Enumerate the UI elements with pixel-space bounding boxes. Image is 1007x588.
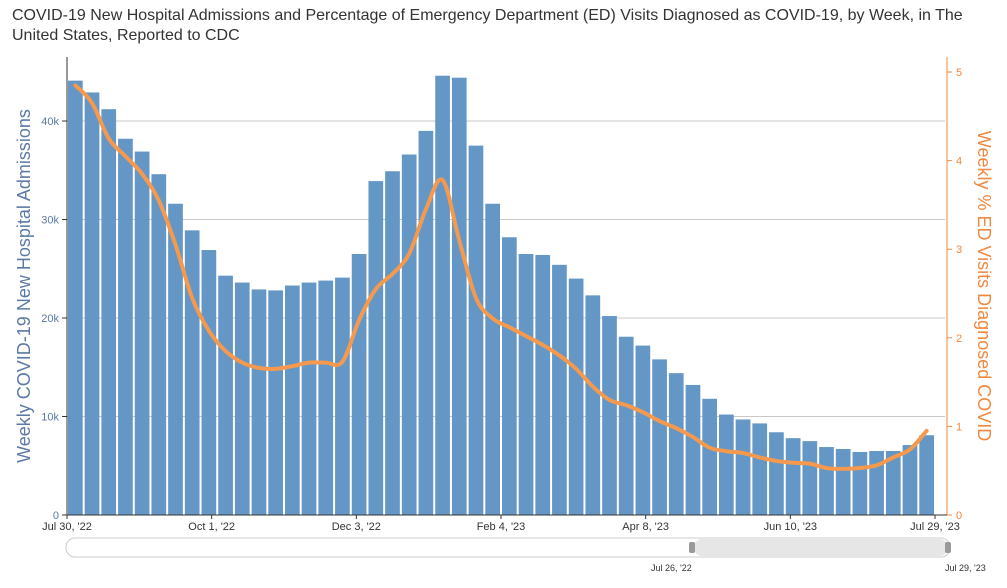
bar — [385, 171, 400, 515]
bar — [735, 419, 751, 515]
bar — [435, 75, 450, 515]
bar — [468, 145, 484, 516]
range-navigator[interactable] — [65, 537, 951, 558]
bar — [268, 290, 283, 515]
ed-visits-line — [73, 83, 929, 471]
x-tick-label: Oct 1, '22 — [188, 521, 235, 533]
bar — [368, 181, 384, 516]
y2-tick-label: 4 — [956, 156, 962, 168]
bar — [218, 275, 233, 515]
bar — [668, 373, 684, 515]
x-tick-label: Apr 8, '23 — [622, 521, 669, 533]
navigator-handle-right[interactable] — [945, 542, 951, 553]
bar — [485, 203, 500, 515]
navigator-handle-left[interactable] — [689, 542, 695, 553]
bar — [652, 359, 667, 515]
bar — [168, 203, 183, 515]
ed-visits-line-path — [73, 83, 929, 471]
bar — [234, 282, 250, 515]
bar — [401, 154, 417, 515]
bar — [184, 230, 200, 516]
x-tick-label: Jul 30, '22 — [42, 521, 92, 533]
bar — [68, 80, 83, 516]
bar — [251, 289, 267, 515]
bar — [301, 282, 317, 515]
bar — [785, 438, 801, 515]
bar — [285, 285, 300, 515]
navigator-range-start-label: Jul 26, '22 — [651, 563, 692, 573]
y-axis-title-left: Weekly COVID-19 New Hospital Admissions — [14, 109, 34, 463]
y2-tick-label: 2 — [956, 333, 962, 345]
bar — [919, 435, 934, 515]
bar — [719, 414, 734, 515]
x-tick-label: Feb 4, '23 — [477, 521, 526, 533]
bar — [134, 151, 150, 515]
bar — [802, 441, 818, 515]
y-tick-label: 10k — [41, 412, 59, 424]
bar — [118, 138, 133, 515]
y-tick-label: 40k — [41, 116, 59, 128]
bar — [752, 423, 768, 515]
bar — [618, 336, 634, 515]
chart-title: COVID-19 New Hospital Admissions and Per… — [12, 7, 963, 44]
bar — [201, 250, 217, 515]
bar — [318, 280, 334, 515]
bar — [552, 264, 567, 515]
navigator-selected-range[interactable] — [694, 539, 948, 556]
y-tick-label: 0 — [53, 510, 59, 522]
bar — [769, 432, 784, 515]
bar — [852, 451, 868, 515]
y2-tick-label: 0 — [956, 510, 962, 522]
bar — [885, 450, 901, 515]
bar — [685, 384, 701, 515]
bar — [101, 109, 117, 515]
y2-tick-label: 1 — [956, 421, 962, 433]
bar — [151, 174, 167, 515]
bar — [351, 253, 367, 515]
bar — [902, 445, 918, 515]
y-tick-label: 30k — [41, 215, 59, 227]
x-tick-label: Jun 10, '23 — [764, 521, 817, 533]
axes: 0 10k 20k 30k 40k 0 1 2 3 4 5 Jul 30, '22 Oct 1, '22… — [41, 57, 962, 533]
bar — [602, 316, 617, 515]
bar — [635, 345, 651, 515]
bar — [585, 295, 601, 515]
bar — [835, 449, 851, 515]
y-axis-title-right: Weekly % ED Visits Diagnosed COVID — [974, 131, 994, 441]
bar — [418, 130, 434, 515]
bar — [702, 398, 717, 515]
bar — [518, 253, 534, 515]
x-tick-label: Dec 3, '22 — [332, 521, 381, 533]
bar — [451, 77, 467, 515]
bar — [502, 237, 517, 515]
y-tick-label: 20k — [41, 313, 59, 325]
navigator-range-end-label: Jul 29, '23 — [945, 563, 986, 573]
bar — [819, 447, 834, 515]
y2-tick-label: 5 — [956, 67, 962, 79]
bar — [335, 277, 350, 515]
bar — [869, 450, 884, 515]
bar — [84, 92, 100, 515]
admissions-bars — [68, 75, 934, 516]
x-tick-label: Jul 29, '23 — [910, 521, 960, 533]
y2-tick-label: 3 — [956, 244, 962, 256]
bar — [568, 278, 584, 515]
bar — [535, 254, 551, 516]
